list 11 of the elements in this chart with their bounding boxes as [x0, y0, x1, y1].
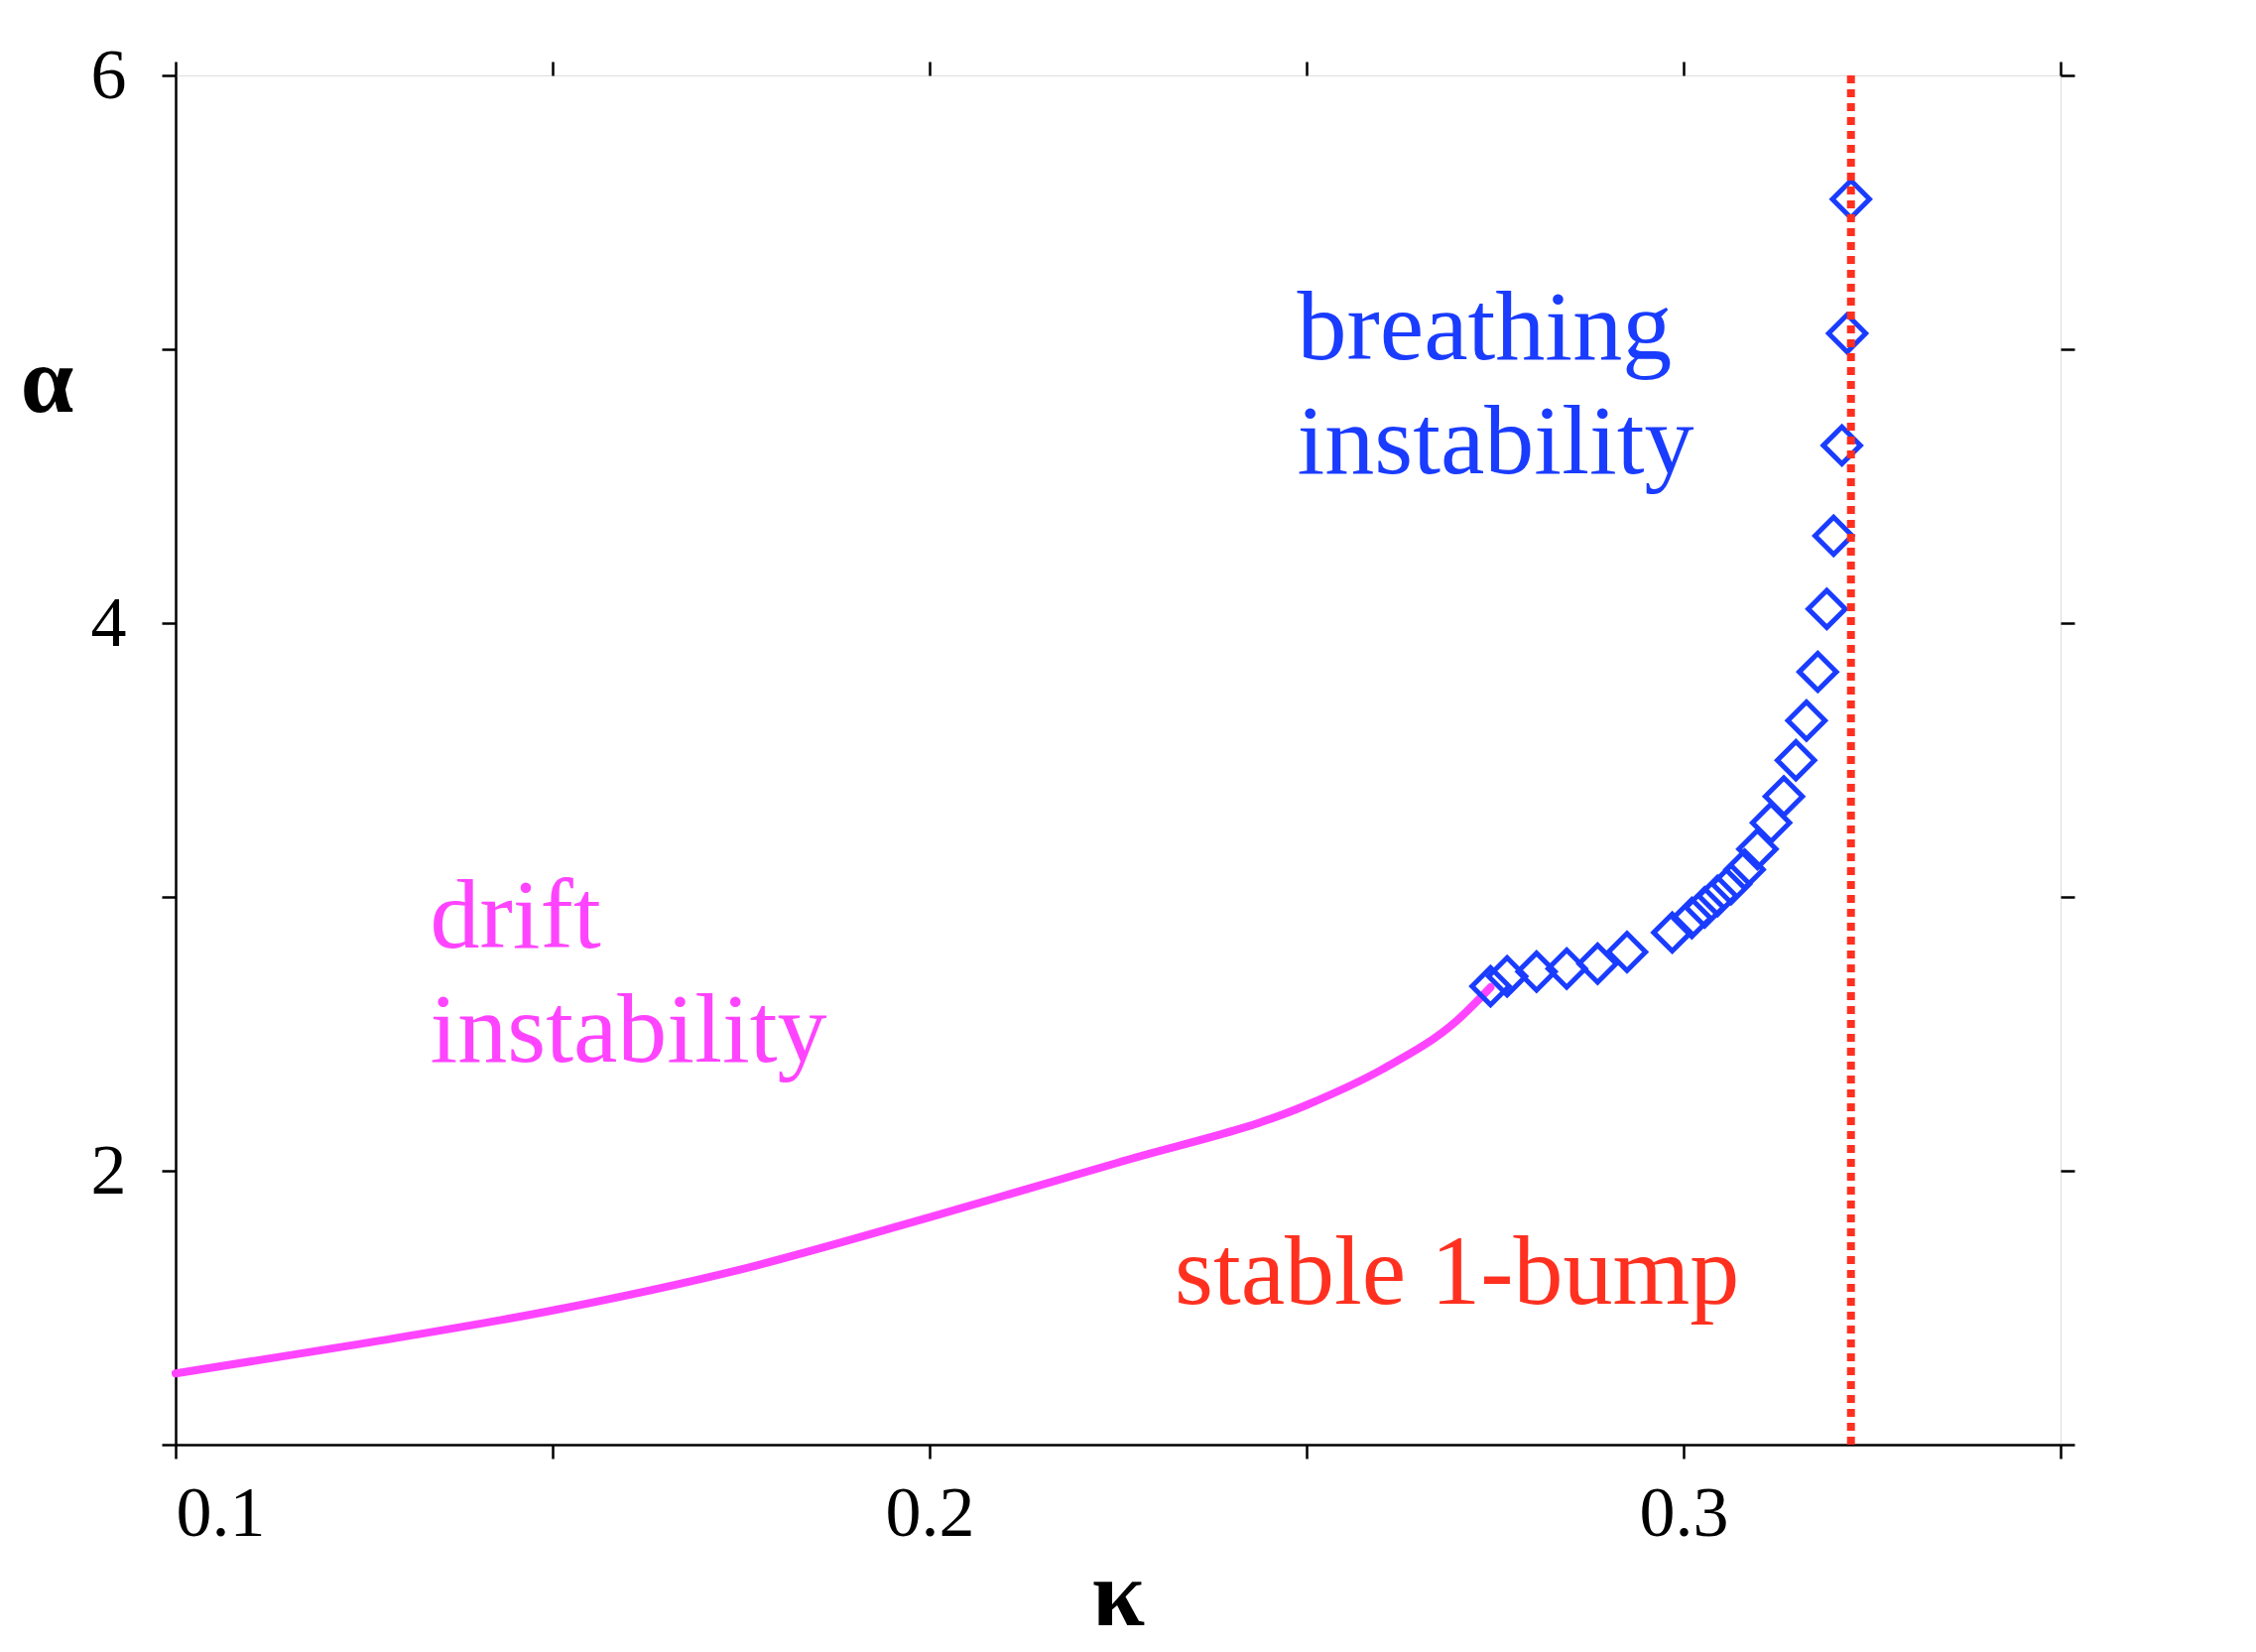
x-tick-label: 0.2	[885, 1471, 975, 1552]
y-tick-label: 2	[90, 1129, 127, 1209]
annotation: drift instability	[430, 859, 827, 1084]
x-axis-title: κ	[1091, 1539, 1146, 1646]
y-tick-label: 4	[90, 581, 127, 662]
x-tick-label: 0.1	[176, 1471, 266, 1552]
annotation: stable 1-bump	[1175, 1215, 1740, 1327]
x-tick-label: 0.3	[1639, 1471, 1729, 1552]
y-tick-label: 6	[90, 34, 127, 114]
y-axis-title: α	[20, 326, 74, 434]
annotation: breathing instability	[1297, 271, 1694, 495]
